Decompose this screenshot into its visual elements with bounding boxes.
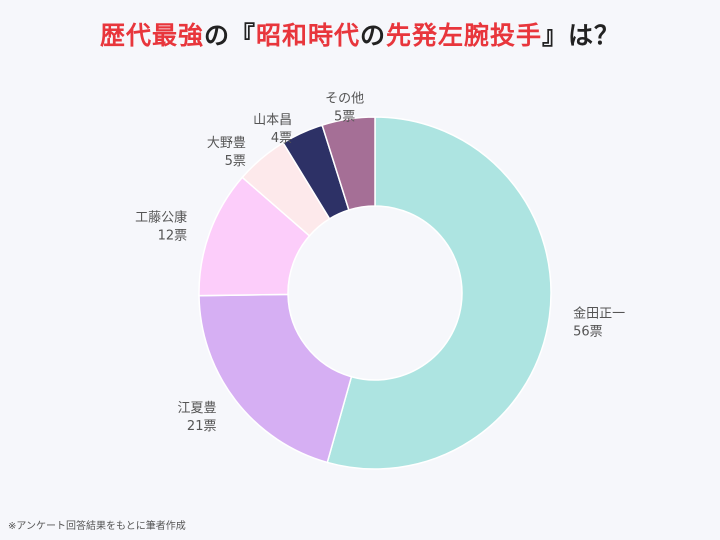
slice-name-label: 金田正一 — [573, 305, 625, 321]
title-part-2: 昭和時代 — [255, 21, 360, 50]
slice-value-label: 5票 — [225, 154, 246, 169]
slice-1 — [198, 293, 353, 464]
footnote: ※アンケート回答結果をもとに筆者作成 — [8, 521, 186, 532]
slice-name-label: 江夏豊 — [177, 401, 216, 416]
slice-0 — [326, 116, 552, 470]
title-part-4: 先発左腕投手 — [386, 21, 543, 50]
title-part-5: 』は？ — [542, 21, 621, 50]
slice-value-label: 12票 — [158, 228, 188, 243]
slice-value-label: 5票 — [334, 109, 355, 124]
title-part-1: の『 — [203, 21, 256, 50]
slice-name-label: 山本昌 — [253, 113, 292, 128]
title-part-3: の — [360, 21, 387, 50]
title-part-0: 歴代最強 — [99, 21, 204, 50]
chart-title: 歴代最強の『昭和時代の先発左腕投手』は？ — [0, 16, 720, 52]
slice-value-label: 56票 — [573, 324, 603, 339]
slice-5 — [321, 116, 376, 211]
slice-name-label: 大野豊 — [207, 136, 246, 151]
donut-slices — [198, 116, 552, 470]
slice-name-label: その他 — [325, 91, 364, 106]
slice-value-label: 21票 — [187, 419, 217, 434]
slice-name-label: 工藤公康 — [135, 209, 187, 225]
slice-value-label: 4票 — [271, 131, 292, 146]
